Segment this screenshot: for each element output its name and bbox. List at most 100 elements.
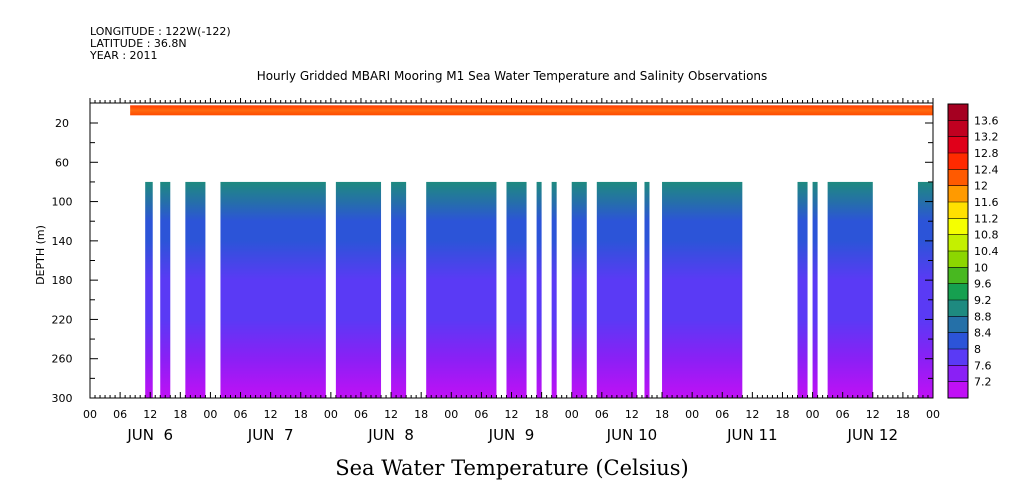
colorbar-label: 7.2: [974, 376, 992, 389]
deep-temperature-segment: [335, 181, 382, 398]
deep-temperature-segment: [596, 181, 637, 398]
deep-segments: [145, 181, 933, 398]
colorbar-cell: [948, 120, 968, 138]
colorbar-label: 12: [974, 180, 988, 193]
colorbar-label: 8: [974, 343, 981, 356]
colorbar-cell: [948, 267, 968, 285]
colorbar-label: 12.8: [974, 147, 999, 160]
deep-temperature-segment: [536, 181, 542, 398]
x-hour-label: 00: [324, 408, 338, 421]
deep-temperature-segment: [506, 181, 527, 398]
x-day-labels: JUN 6 JUN 7 JUN 8 JUN 9 JUN 10 JUN 11 JUN 12: [126, 426, 898, 444]
colorbar-cell: [948, 365, 968, 383]
colorbar-label: 13.6: [974, 114, 999, 127]
deep-temperature-segment: [551, 181, 557, 398]
colorbar-cell: [948, 381, 968, 399]
deep-temperature-segment: [391, 181, 407, 398]
deep-temperature-segment: [160, 181, 171, 398]
deep-temperature-segment: [812, 181, 818, 398]
x-hour-label: 06: [113, 408, 127, 421]
deep-temperature-segment: [185, 181, 206, 398]
x-hour-label: 06: [234, 408, 248, 421]
x-day-label: JUN 10: [606, 426, 657, 444]
y-tick-label: 20: [55, 117, 69, 130]
y-tick-label: 60: [55, 156, 69, 169]
x-hour-label: 00: [83, 408, 97, 421]
colorbar-cell: [948, 300, 968, 317]
x-hour-label: 00: [444, 408, 458, 421]
axis-ticks: [89, 98, 934, 399]
x-hour-label: 12: [745, 408, 759, 421]
y-tick-labels: 20 60 100 140 180 220 260 300: [52, 117, 73, 405]
deep-temperature-segment: [917, 181, 933, 398]
deep-temperature-segment: [571, 181, 587, 398]
deep-temperature-segment: [145, 181, 153, 398]
colorbar-cell: [948, 349, 968, 366]
x-day-label: JUN 9: [488, 426, 535, 444]
x-day-label: JUN 7: [247, 426, 294, 444]
x-hour-label: 18: [173, 408, 187, 421]
x-hour-label: 00: [203, 408, 217, 421]
colorbar-cell: [948, 218, 968, 236]
colorbar-label: 7.6: [974, 359, 992, 372]
x-axis-label: Sea Water Temperature (Celsius): [335, 456, 689, 480]
x-hour-label: 18: [414, 408, 428, 421]
x-day-label: JUN 6: [126, 426, 173, 444]
colorbar-cell: [948, 104, 968, 121]
x-day-label: JUN 8: [367, 426, 414, 444]
surface-layer: [130, 105, 934, 116]
deep-temperature-segment: [797, 181, 808, 398]
x-hour-label: 00: [926, 408, 940, 421]
x-hour-label: 12: [866, 408, 880, 421]
deep-temperature-segment: [827, 181, 873, 398]
x-day-label: JUN 11: [726, 426, 777, 444]
x-day-label: JUN 12: [847, 426, 898, 444]
colorbar-cell: [948, 283, 968, 301]
x-hour-label: 18: [294, 408, 308, 421]
colorbar-cell: [948, 202, 968, 219]
chart-title: Hourly Gridded MBARI Mooring M1 Sea Wate…: [257, 69, 768, 83]
year-label: YEAR : 2011: [89, 49, 158, 62]
y-tick-label: 140: [52, 235, 73, 248]
colorbar-cell: [948, 169, 968, 187]
x-hour-label: 12: [384, 408, 398, 421]
x-hour-label: 06: [836, 408, 850, 421]
x-hour-label: 00: [806, 408, 820, 421]
deep-temperature-segment: [220, 181, 326, 398]
colorbar-label: 8.4: [974, 327, 992, 340]
colorbar-cell: [948, 136, 968, 154]
colorbar-label: 9.6: [974, 278, 992, 291]
colorbar: 13.6 13.2 12.8 12.4 12 11.6 11.2 10.8 10.4 10 9.6 9…: [947, 103, 999, 399]
x-hour-label: 12: [264, 408, 278, 421]
x-hour-label: 12: [143, 408, 157, 421]
x-hour-label: 12: [505, 408, 519, 421]
x-hour-label: 18: [896, 408, 910, 421]
y-tick-label: 220: [52, 313, 73, 326]
colorbar-label: 11.2: [974, 212, 999, 225]
colorbar-cell: [948, 316, 968, 334]
x-hour-label: 06: [474, 408, 488, 421]
x-hour-label: 00: [685, 408, 699, 421]
longitude-label: LONGITUDE : 122W(-122): [90, 25, 231, 38]
colorbar-label: 8.8: [974, 310, 992, 323]
colorbar-cell: [948, 153, 968, 170]
x-hour-label: 18: [535, 408, 549, 421]
y-axis-label: DEPTH (m): [34, 225, 47, 285]
y-tick-label: 180: [52, 274, 73, 287]
colorbar-cell: [948, 234, 968, 252]
x-hour-label: 06: [354, 408, 368, 421]
surface-temperature-band: [130, 105, 934, 116]
x-hour-label: 18: [775, 408, 789, 421]
deep-temperature-segment: [662, 181, 743, 398]
deep-temperature-segment: [644, 181, 650, 398]
colorbar-label: 9.2: [974, 294, 992, 307]
deep-temperature-segment: [426, 181, 497, 398]
y-tick-label: 260: [52, 353, 73, 366]
colorbar-cell: [948, 185, 968, 203]
x-hour-labels: 00 06 12 18 00 06 12 18 00 06 12 18 00 06 12 18 00 06 12 18…: [83, 408, 940, 421]
x-hour-label: 12: [625, 408, 639, 421]
colorbar-label: 11.6: [974, 196, 999, 209]
colorbar-label: 10.8: [974, 229, 999, 242]
x-hour-label: 06: [595, 408, 609, 421]
